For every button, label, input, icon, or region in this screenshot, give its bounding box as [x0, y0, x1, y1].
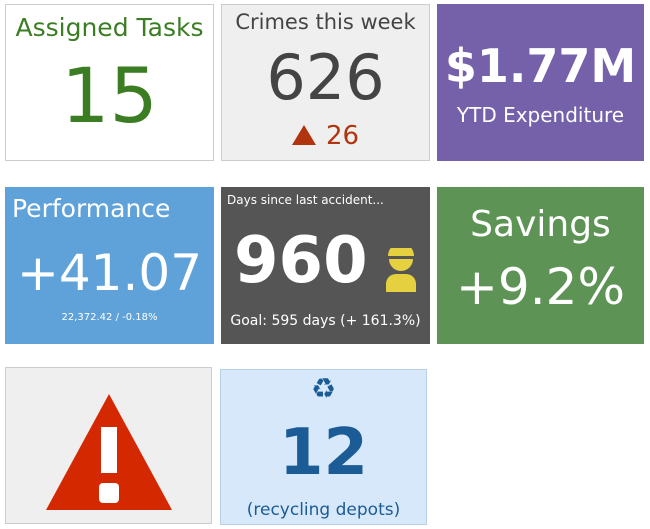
tile-value: 960 — [234, 224, 368, 298]
triangle-up-icon — [291, 125, 316, 145]
tile-value: 626 — [266, 41, 385, 114]
tile-title: Performance — [12, 194, 171, 223]
worker-icon — [386, 248, 416, 292]
tile-value: +41.07 — [16, 244, 203, 302]
assigned-tasks-tile[interactable]: Assigned Tasks 15 — [5, 4, 214, 161]
alert-tile[interactable] — [5, 367, 212, 524]
recycling-tile[interactable]: ♻ 12 (recycling depots) — [220, 369, 427, 525]
accident-tile[interactable]: Days since last accident... 960 Goal: 59… — [221, 187, 430, 344]
tile-value: 12 — [278, 416, 369, 490]
tile-label: YTD Expenditure — [456, 103, 625, 127]
tile-title: Assigned Tasks — [15, 13, 204, 42]
goal-text: Goal: 595 days (+ 161.3%) — [230, 313, 421, 329]
tile-subtitle: 22,372.42 / -0.18% — [61, 312, 158, 323]
recycle-icon: ♻ — [310, 372, 337, 405]
expenditure-tile[interactable]: $1.77M YTD Expenditure — [437, 4, 644, 161]
change-indicator: 26 — [222, 121, 429, 151]
savings-tile[interactable]: Savings +9.2% — [437, 187, 644, 344]
performance-tile[interactable]: Performance +41.07 22,372.42 / -0.18% — [5, 187, 214, 344]
tile-title: Days since last accident... — [227, 193, 384, 207]
tile-label: (recycling depots) — [246, 500, 401, 520]
tile-title: Savings — [470, 204, 611, 245]
crimes-tile[interactable]: Crimes this week 626 26 — [221, 4, 430, 161]
tile-value: $1.77M — [444, 39, 637, 93]
tile-title: Crimes this week — [235, 10, 416, 34]
warning-triangle-icon — [46, 394, 172, 510]
tile-value: 15 — [61, 51, 158, 140]
tile-value: +9.2% — [456, 258, 625, 316]
change-value: 26 — [325, 121, 360, 151]
